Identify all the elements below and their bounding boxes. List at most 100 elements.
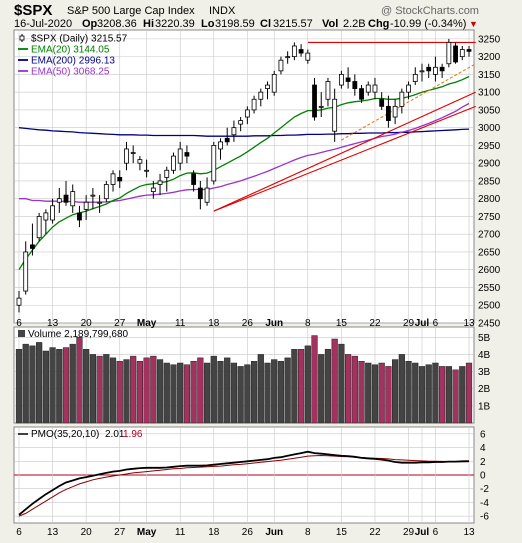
volume-bar [351,355,358,424]
candle-body [291,45,297,58]
volume-panel [13,326,475,424]
legend-label: $SPX (Daily) 3215.57 [31,34,128,45]
candle-body [177,148,183,164]
x-tick-label: 18 [208,527,220,538]
x-tick-label: 6 [16,527,22,538]
volume-bars [15,335,473,424]
price-tick-label: 3150 [478,70,501,81]
candle-body [433,66,438,75]
candle-body [191,173,197,185]
price-tick-label: 2850 [478,176,501,187]
candle-body [211,145,217,182]
trendline [341,63,476,141]
candle-body [392,105,398,118]
volume-bar [257,354,264,424]
volume-bar [271,359,278,424]
x-tick-label: 22 [369,318,381,329]
volume-bar [69,343,76,424]
pmo-tick-label: -6 [480,512,489,523]
candle-body [439,66,445,72]
hi-label: Hi [143,18,154,30]
pmo-tick-label: 6 [480,429,486,440]
candle-body [278,59,284,72]
legend-candle-icon [19,35,25,41]
volume-tick-label: 1B [478,401,491,412]
volume-bar [398,354,405,424]
candle-body [137,159,143,164]
x-tick-label: 27 [114,527,126,538]
lo-label: Lo [201,18,215,30]
price-tick-label: 3200 [478,52,501,63]
candles [16,38,472,313]
candle-body [97,201,102,204]
price-tick-label: 2600 [478,265,501,276]
price-tick-label: 2800 [478,194,501,205]
volume-bar [177,362,184,424]
hi-value: 3220.39 [155,18,195,30]
candle-body [459,49,465,58]
x-tick-label: 8 [305,527,311,538]
volume-bar [371,364,379,424]
candle-body [365,84,371,93]
volume-bar [203,362,211,424]
volume-swatch [18,330,25,337]
candle-body [386,105,391,121]
price-tick-label: 2950 [478,141,501,152]
candle-body [453,45,458,63]
chg-label: Chg [368,18,389,30]
volume-bar [224,357,231,424]
candle-body [50,205,55,221]
chg-value: -10.99 (-0.34%) [390,18,466,30]
volume-bar [244,364,251,424]
candle-body [83,201,89,210]
volume-bar [96,355,103,424]
x-axis-top: 6 13 20 27 May 11 18 26 Jun 8 15 22 29 Jul 6 13 [16,318,475,329]
volume-bar [405,361,412,424]
volume-bar [291,349,298,424]
volume-bar [217,361,224,424]
candle-body [379,98,385,107]
volume-bar [143,357,150,424]
pmo-label: PMO(35,20,10) [31,429,99,440]
x-tick-label: 11 [175,318,186,329]
price-tick-label: 2750 [478,212,501,223]
volume-bar [210,355,217,424]
candle-body [124,148,129,164]
volume-bar [56,349,63,424]
candle-body [251,98,257,111]
ema200-line [18,127,470,137]
volume-bar [459,366,466,424]
candle-body [258,91,264,100]
volume-bar [49,347,56,424]
volume-bar [338,343,345,424]
volume-bar [190,361,197,424]
candle-body [244,109,250,118]
candle-body [231,127,237,136]
candle-body [164,169,170,178]
candle-body [204,187,210,203]
volume-tick-label: 4B [478,350,491,361]
volume-bar [324,349,332,424]
volume-bar [264,362,271,424]
x-tick-label: 13 [47,318,59,329]
volume-bar [311,335,318,424]
volume-bar [29,345,36,424]
volume-bar [130,355,137,424]
volume-bar [170,364,177,424]
op-label: Op [82,18,98,30]
legend-label: EMA(20) 3144.05 [31,45,110,56]
candle-body [305,52,311,61]
vol-value: 2.2B [343,18,366,30]
price-tick-label: 3100 [478,88,501,99]
cl-label: Cl [260,18,271,30]
x-tick-label: May [137,527,157,538]
candle-body [345,77,351,82]
candle-body [359,88,364,100]
candle-body [171,155,176,171]
price-tick-label: 3250 [478,34,501,45]
x-tick-label: Jun [265,527,283,538]
x-tick-label: 20 [81,318,93,329]
pmo-line [18,450,470,516]
volume-bar [392,359,399,424]
volume-bar [183,364,191,424]
